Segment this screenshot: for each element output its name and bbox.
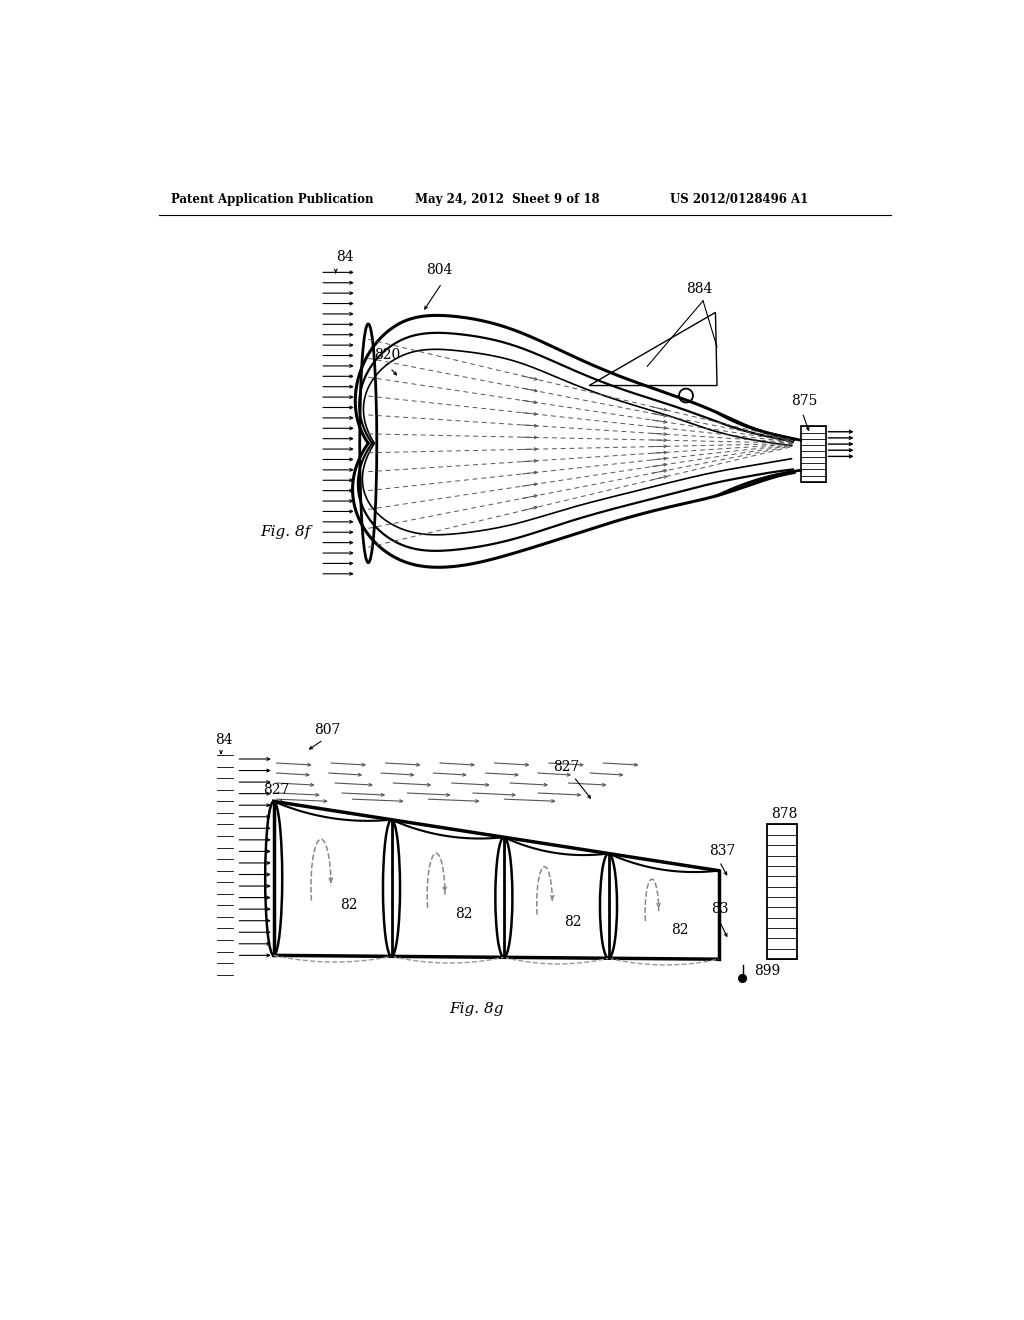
Text: Patent Application Publication: Patent Application Publication — [171, 193, 373, 206]
Text: 82: 82 — [564, 915, 582, 929]
Text: 884: 884 — [686, 282, 713, 296]
Text: Fig. 8g: Fig. 8g — [450, 1002, 504, 1016]
Circle shape — [738, 974, 746, 982]
Text: 820: 820 — [375, 347, 400, 362]
Text: 82: 82 — [672, 923, 689, 937]
Bar — [801, 426, 825, 482]
Text: Fig. 8f: Fig. 8f — [260, 525, 310, 539]
Text: 878: 878 — [771, 808, 798, 821]
Bar — [767, 825, 797, 960]
Text: 84: 84 — [215, 733, 232, 747]
Text: 827: 827 — [263, 783, 290, 797]
Text: 827: 827 — [553, 759, 580, 774]
Text: 804: 804 — [426, 263, 453, 277]
Text: 82: 82 — [456, 907, 473, 921]
Text: 82: 82 — [340, 898, 357, 912]
Text: 875: 875 — [791, 393, 817, 408]
Text: US 2012/0128496 A1: US 2012/0128496 A1 — [671, 193, 809, 206]
Text: 807: 807 — [314, 722, 340, 737]
Text: 837: 837 — [710, 845, 735, 858]
Text: 84: 84 — [336, 249, 353, 264]
Text: 899: 899 — [755, 964, 780, 978]
Text: 83: 83 — [712, 902, 729, 916]
Text: May 24, 2012  Sheet 9 of 18: May 24, 2012 Sheet 9 of 18 — [415, 193, 599, 206]
